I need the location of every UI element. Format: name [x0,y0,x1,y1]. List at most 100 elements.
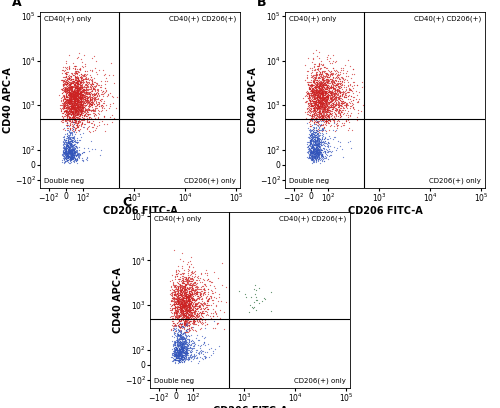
Point [77,98,85,105]
Point [306,128,314,135]
Point [314,111,322,118]
Point [322,93,330,99]
Point [184,297,192,304]
Point [176,353,184,359]
Point [90,120,98,127]
Point [336,102,344,109]
Point [74,97,82,103]
Point [318,117,326,124]
Point [176,348,184,355]
Point [320,82,328,89]
Point [76,65,84,72]
Point [342,86,350,93]
Point [178,293,186,299]
Point [178,345,186,352]
Point [314,91,322,98]
Point [183,261,191,267]
Point [311,139,319,146]
Point [314,102,322,109]
Point [322,77,330,83]
Point [187,286,195,292]
Point [77,102,85,108]
Point [194,293,202,299]
Point [70,104,78,110]
Point [312,98,320,104]
Point [67,80,75,86]
Point [189,317,197,324]
Point [74,152,82,159]
Point [174,300,182,307]
Point [179,356,187,362]
Point [96,96,104,103]
Point [350,70,358,77]
Point [322,93,330,100]
Point [102,88,110,95]
Point [180,300,188,307]
Point [70,144,78,151]
Point [178,287,186,294]
Point [311,145,319,152]
Point [176,351,184,358]
Point [184,300,192,306]
Point [326,84,334,90]
Point [306,146,314,152]
Point [340,98,347,104]
Point [176,324,184,330]
Point [66,88,74,94]
Point [346,137,354,144]
Point [180,338,188,345]
Point [315,104,323,110]
Point [71,84,79,91]
Point [178,289,186,295]
Point [309,149,317,156]
Point [310,147,318,153]
Point [306,92,314,98]
Point [84,116,92,122]
Point [315,104,323,111]
Point [172,339,179,346]
Point [328,80,336,86]
Point [187,311,195,318]
Point [176,335,184,341]
Point [315,92,323,98]
Point [72,153,80,159]
Point [84,99,92,106]
Point [66,100,74,106]
Point [314,150,322,156]
Point [173,340,181,347]
Point [68,153,76,160]
Point [328,104,336,111]
Point [195,304,203,310]
Point [66,115,74,122]
Point [62,90,70,96]
Point [174,335,182,342]
Point [184,317,192,324]
Point [184,339,192,346]
Point [79,149,87,155]
Point [324,52,332,58]
Point [76,80,84,86]
Point [320,98,328,104]
Point [188,306,196,313]
Point [62,105,70,111]
Point [318,88,326,95]
Point [316,88,324,95]
Point [308,79,316,85]
Point [334,94,342,101]
Point [203,321,211,327]
Point [66,148,74,155]
Point [178,339,186,346]
Point [84,119,92,125]
Point [64,105,72,112]
Point [314,149,322,156]
Point [72,98,80,104]
Point [174,322,182,328]
Point [305,155,313,162]
Point [316,78,324,85]
Point [200,288,207,295]
Point [179,275,187,282]
Point [306,140,314,147]
Point [66,81,74,87]
Point [329,74,337,81]
Point [179,299,187,306]
